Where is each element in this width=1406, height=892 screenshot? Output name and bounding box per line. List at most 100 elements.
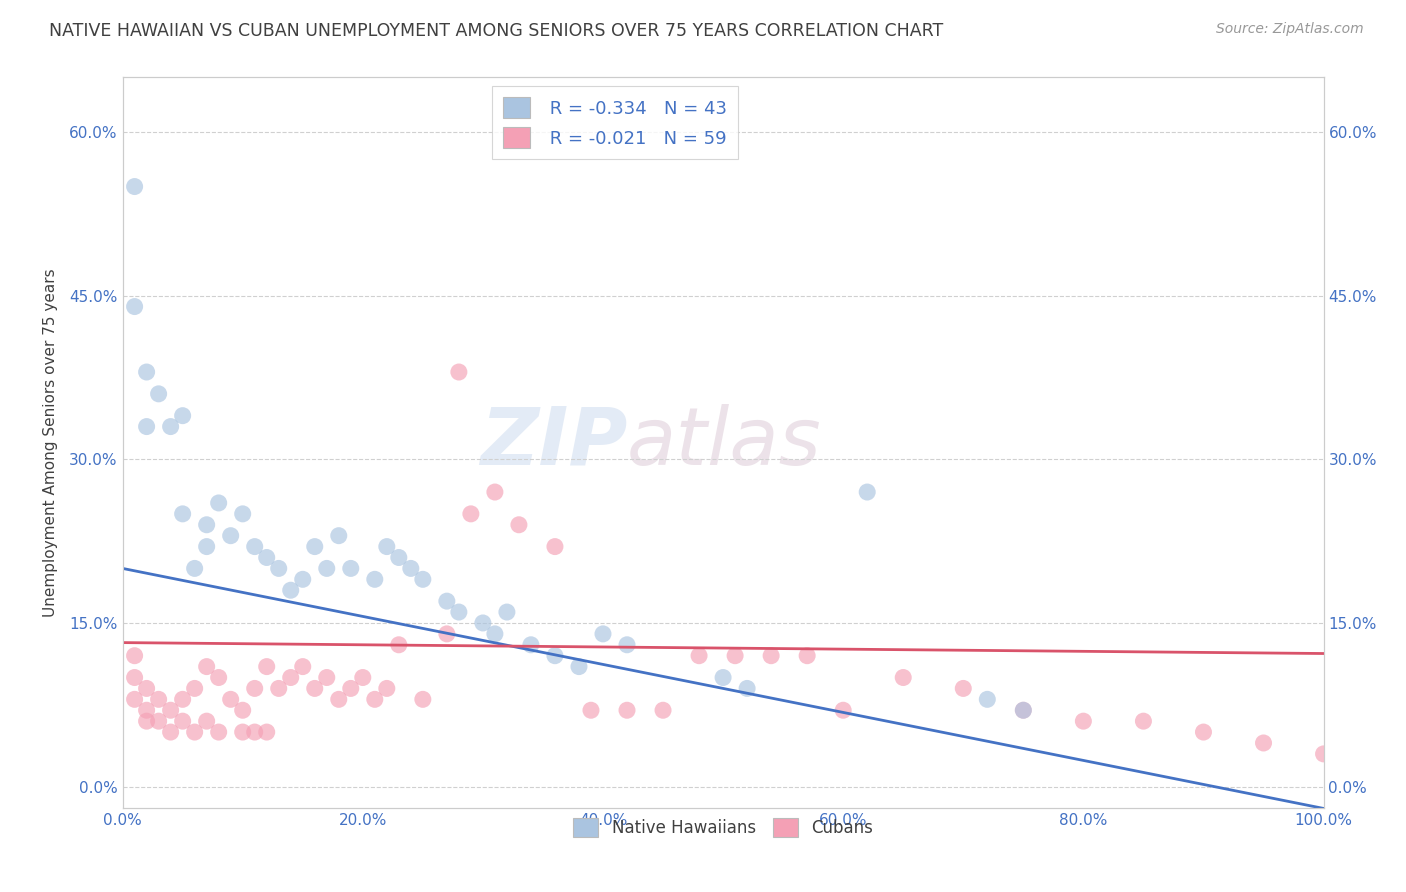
Point [124, 179, 146, 194]
Text: Source: ZipAtlas.com: Source: ZipAtlas.com [1216, 22, 1364, 37]
Y-axis label: Unemployment Among Seniors over 75 years: Unemployment Among Seniors over 75 years [44, 268, 58, 617]
Point [436, 627, 458, 641]
Point [291, 659, 314, 673]
Point [1253, 736, 1275, 750]
Point [375, 540, 398, 554]
Point [412, 692, 434, 706]
Point [148, 692, 170, 706]
Point [135, 419, 157, 434]
Point [544, 648, 567, 663]
Point [508, 517, 530, 532]
Point [172, 714, 194, 728]
Legend: Native Hawaiians, Cubans: Native Hawaiians, Cubans [567, 812, 879, 844]
Point [208, 671, 231, 685]
Point [195, 714, 218, 728]
Point [172, 507, 194, 521]
Point [856, 485, 879, 500]
Text: ZIP: ZIP [479, 404, 627, 482]
Point [447, 605, 470, 619]
Point [243, 681, 266, 696]
Point [891, 671, 914, 685]
Point [388, 550, 411, 565]
Point [1073, 714, 1095, 728]
Point [135, 681, 157, 696]
Point [135, 714, 157, 728]
Point [195, 659, 218, 673]
Point [304, 681, 326, 696]
Point [219, 692, 242, 706]
Point [616, 638, 638, 652]
Point [375, 681, 398, 696]
Point [364, 692, 387, 706]
Point [135, 365, 157, 379]
Point [328, 692, 350, 706]
Point [195, 540, 218, 554]
Point [256, 725, 278, 739]
Point [315, 561, 337, 575]
Point [159, 419, 181, 434]
Point [219, 529, 242, 543]
Point [471, 615, 494, 630]
Point [328, 529, 350, 543]
Point [399, 561, 422, 575]
Point [976, 692, 998, 706]
Point [135, 703, 157, 717]
Point [148, 714, 170, 728]
Point [339, 681, 361, 696]
Point [1132, 714, 1154, 728]
Point [496, 605, 519, 619]
Point [388, 638, 411, 652]
Point [412, 572, 434, 586]
Point [208, 725, 231, 739]
Point [148, 387, 170, 401]
Point [159, 703, 181, 717]
Point [832, 703, 855, 717]
Point [1312, 747, 1334, 761]
Point [484, 485, 506, 500]
Point [315, 671, 337, 685]
Point [796, 648, 818, 663]
Point [735, 681, 758, 696]
Point [183, 561, 205, 575]
Point [256, 550, 278, 565]
Point [280, 583, 302, 598]
Point [460, 507, 482, 521]
Point [724, 648, 747, 663]
Point [256, 659, 278, 673]
Point [124, 671, 146, 685]
Point [291, 572, 314, 586]
Point [616, 703, 638, 717]
Point [172, 692, 194, 706]
Point [759, 648, 782, 663]
Point [652, 703, 675, 717]
Point [124, 692, 146, 706]
Point [447, 365, 470, 379]
Point [1012, 703, 1035, 717]
Point [952, 681, 974, 696]
Point [352, 671, 374, 685]
Point [484, 627, 506, 641]
Point [232, 507, 254, 521]
Point [183, 681, 205, 696]
Point [232, 703, 254, 717]
Point [183, 725, 205, 739]
Text: atlas: atlas [627, 404, 821, 482]
Point [568, 659, 591, 673]
Point [267, 561, 290, 575]
Point [243, 540, 266, 554]
Point [1012, 703, 1035, 717]
Point [267, 681, 290, 696]
Point [579, 703, 602, 717]
Point [280, 671, 302, 685]
Point [711, 671, 734, 685]
Point [688, 648, 710, 663]
Point [339, 561, 361, 575]
Point [195, 517, 218, 532]
Point [544, 540, 567, 554]
Point [243, 725, 266, 739]
Point [1192, 725, 1215, 739]
Point [208, 496, 231, 510]
Point [520, 638, 543, 652]
Point [232, 725, 254, 739]
Point [159, 725, 181, 739]
